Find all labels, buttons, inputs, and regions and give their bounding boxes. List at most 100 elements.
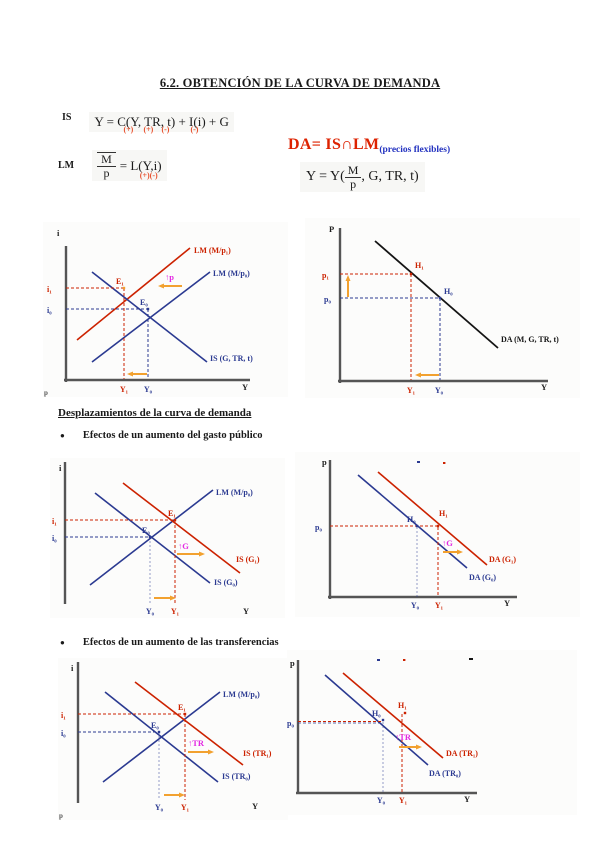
bullet-icon: ● xyxy=(60,431,65,440)
e1-label: E₁ xyxy=(168,509,176,518)
lm1-curve xyxy=(76,247,191,341)
shifts-heading: Desplazamientos de la curva de demanda xyxy=(58,407,252,419)
axis-label-y: Y xyxy=(541,382,547,392)
lm0-curve xyxy=(91,271,211,363)
h0-label: H₀ xyxy=(407,515,416,524)
lm-label: LM (M/p₀) xyxy=(216,488,253,497)
p0-label: p₀ xyxy=(315,523,322,532)
e1-point xyxy=(183,712,187,716)
shift-arrowhead-bottom xyxy=(127,371,133,377)
e0-label: E₀ xyxy=(140,298,148,307)
lm-formula: = L(Y,i) xyxy=(119,157,162,173)
axis-label-y: Y xyxy=(243,606,249,616)
reduced-numerator: M xyxy=(344,164,362,178)
y1-label: Y₁ xyxy=(181,803,190,812)
e1-label: E₁ xyxy=(116,277,124,286)
bullet-gasto-text: Efectos de un aumento del gasto público xyxy=(82,430,263,441)
da0-curve xyxy=(324,674,429,766)
cropped-mark-black xyxy=(469,658,473,660)
cropped-mark-red xyxy=(403,659,406,661)
is1-curve xyxy=(122,482,241,574)
h1-point xyxy=(436,524,440,528)
da-note: (precios flexibles) xyxy=(379,145,451,155)
da-curve xyxy=(374,240,499,349)
sign-y: (+) xyxy=(123,125,134,134)
bullet-transfer-text: Efectos de un aumento de las transferenc… xyxy=(82,637,279,648)
is-label: IS (G, TR, t) xyxy=(210,354,253,363)
is1-label: IS (TR₁) xyxy=(243,749,272,758)
cropped-mark-blue xyxy=(417,461,420,463)
lm-label: LM (M/p₀) xyxy=(223,690,260,699)
e0-point xyxy=(148,535,152,539)
axis-label-i: i xyxy=(59,463,62,473)
axis-label-i: i xyxy=(71,663,74,673)
is1-curve xyxy=(134,681,244,766)
lm-denominator: p xyxy=(103,165,110,180)
p0-label: p₀ xyxy=(324,295,331,304)
h0-point xyxy=(381,718,385,722)
y0-label: Y₀ xyxy=(435,386,444,395)
da-shift-arrowhead xyxy=(416,744,422,750)
sign-t: (-) xyxy=(161,125,170,134)
figure-da-g: p Y DA (G₁) DA (G₀) H₀ H₁ p₀ Y₀ Y₁ ↑G xyxy=(295,452,580,617)
bullet-icon: ● xyxy=(60,638,65,647)
i0-label: i₀ xyxy=(47,306,52,315)
output-fall-arrowhead xyxy=(415,372,421,378)
h1-point xyxy=(403,711,407,715)
da-main: DA= IS∩LM xyxy=(288,136,380,153)
h1-label: H₁ xyxy=(398,701,407,710)
reduced-fraction: M p xyxy=(344,164,362,190)
figure-da-tr: p Y DA (TR₁) DA (TR₀) H₀ H₁ p₀ Y₀ Y₁ ↑TR xyxy=(287,650,577,815)
e1-point xyxy=(122,286,126,290)
sign-i: (-) xyxy=(190,125,199,134)
y1-label: Y₁ xyxy=(120,385,129,394)
y1-label: Y₁ xyxy=(171,607,180,616)
is-curve xyxy=(91,271,208,363)
lm-numerator: M xyxy=(97,152,116,167)
axis-label-y: Y xyxy=(252,801,258,811)
axis-label-p: p xyxy=(290,658,295,668)
lm-shift-arrowhead xyxy=(158,283,164,289)
axis-label-y: Y xyxy=(504,598,510,608)
i1-label: i₁ xyxy=(61,711,66,720)
y0-label: Y₀ xyxy=(144,385,153,394)
is-equation: IS Y = C(Y, TR, t) + I(i) + G (+) (+) (-… xyxy=(62,112,234,134)
da1-curve xyxy=(342,672,444,759)
cropped-p-mark: p xyxy=(59,812,63,820)
figure-islm-tr: i Y LM (M/p₀) IS (TR₁) IS (TR₀) E₁ E₀ i₁… xyxy=(58,658,288,820)
h0-label: H₀ xyxy=(444,287,453,296)
g-up-label: ↑G xyxy=(442,538,453,548)
e0-point xyxy=(157,730,161,734)
e0-point xyxy=(146,307,150,311)
is-shift-arrowhead xyxy=(208,749,214,755)
da1-label: DA (TR₁) xyxy=(446,749,478,758)
figure-islm-g: i Y LM (M/p₀) IS (G₁) IS (G₀) E₁ E₀ i₁ i… xyxy=(50,458,285,618)
lm-signs: (+)(-) xyxy=(139,170,158,180)
price-rise-arrowhead xyxy=(345,275,351,281)
da-definition: DA= IS∩LM(precios flexibles) xyxy=(288,136,451,155)
i0-label: i₀ xyxy=(61,729,66,738)
axis-label-p: P xyxy=(329,224,334,234)
price-up-label: ↑p xyxy=(165,272,174,282)
figure-da-curve: P Y DA (M, G, TR, t) H₁ H₀ p₁ p₀ Y₁ Y₀ xyxy=(305,218,580,398)
e0-label: E₀ xyxy=(151,721,159,730)
da0-label: DA (TR₀) xyxy=(429,769,461,778)
is0-curve xyxy=(104,691,219,783)
is-label: IS xyxy=(62,112,72,123)
da1-label: DA (G₁) xyxy=(489,555,516,564)
da-label: DA (M, G, TR, t) xyxy=(501,335,559,344)
is1-label: IS (G₁) xyxy=(236,555,260,564)
da1-curve xyxy=(377,471,488,566)
tr-up-label: ↑TR xyxy=(395,732,412,742)
is-shift-arrowhead xyxy=(199,551,205,557)
p0-label: p₀ xyxy=(287,719,294,728)
lm-rhs: = L(Y,i) (+)(-) xyxy=(119,157,162,180)
lm-label: LM xyxy=(58,160,75,172)
h1-label: H₁ xyxy=(439,509,448,518)
is0-curve xyxy=(94,492,211,584)
h0-point xyxy=(415,524,419,528)
reduced-pre: Y = Y( xyxy=(306,169,345,185)
i1-label: i₁ xyxy=(47,285,52,294)
page-title: 6.2. OBTENCIÓN DE LA CURVA DE DEMANDA xyxy=(159,76,441,90)
lm0-label: LM (M/p₀) xyxy=(213,269,250,278)
